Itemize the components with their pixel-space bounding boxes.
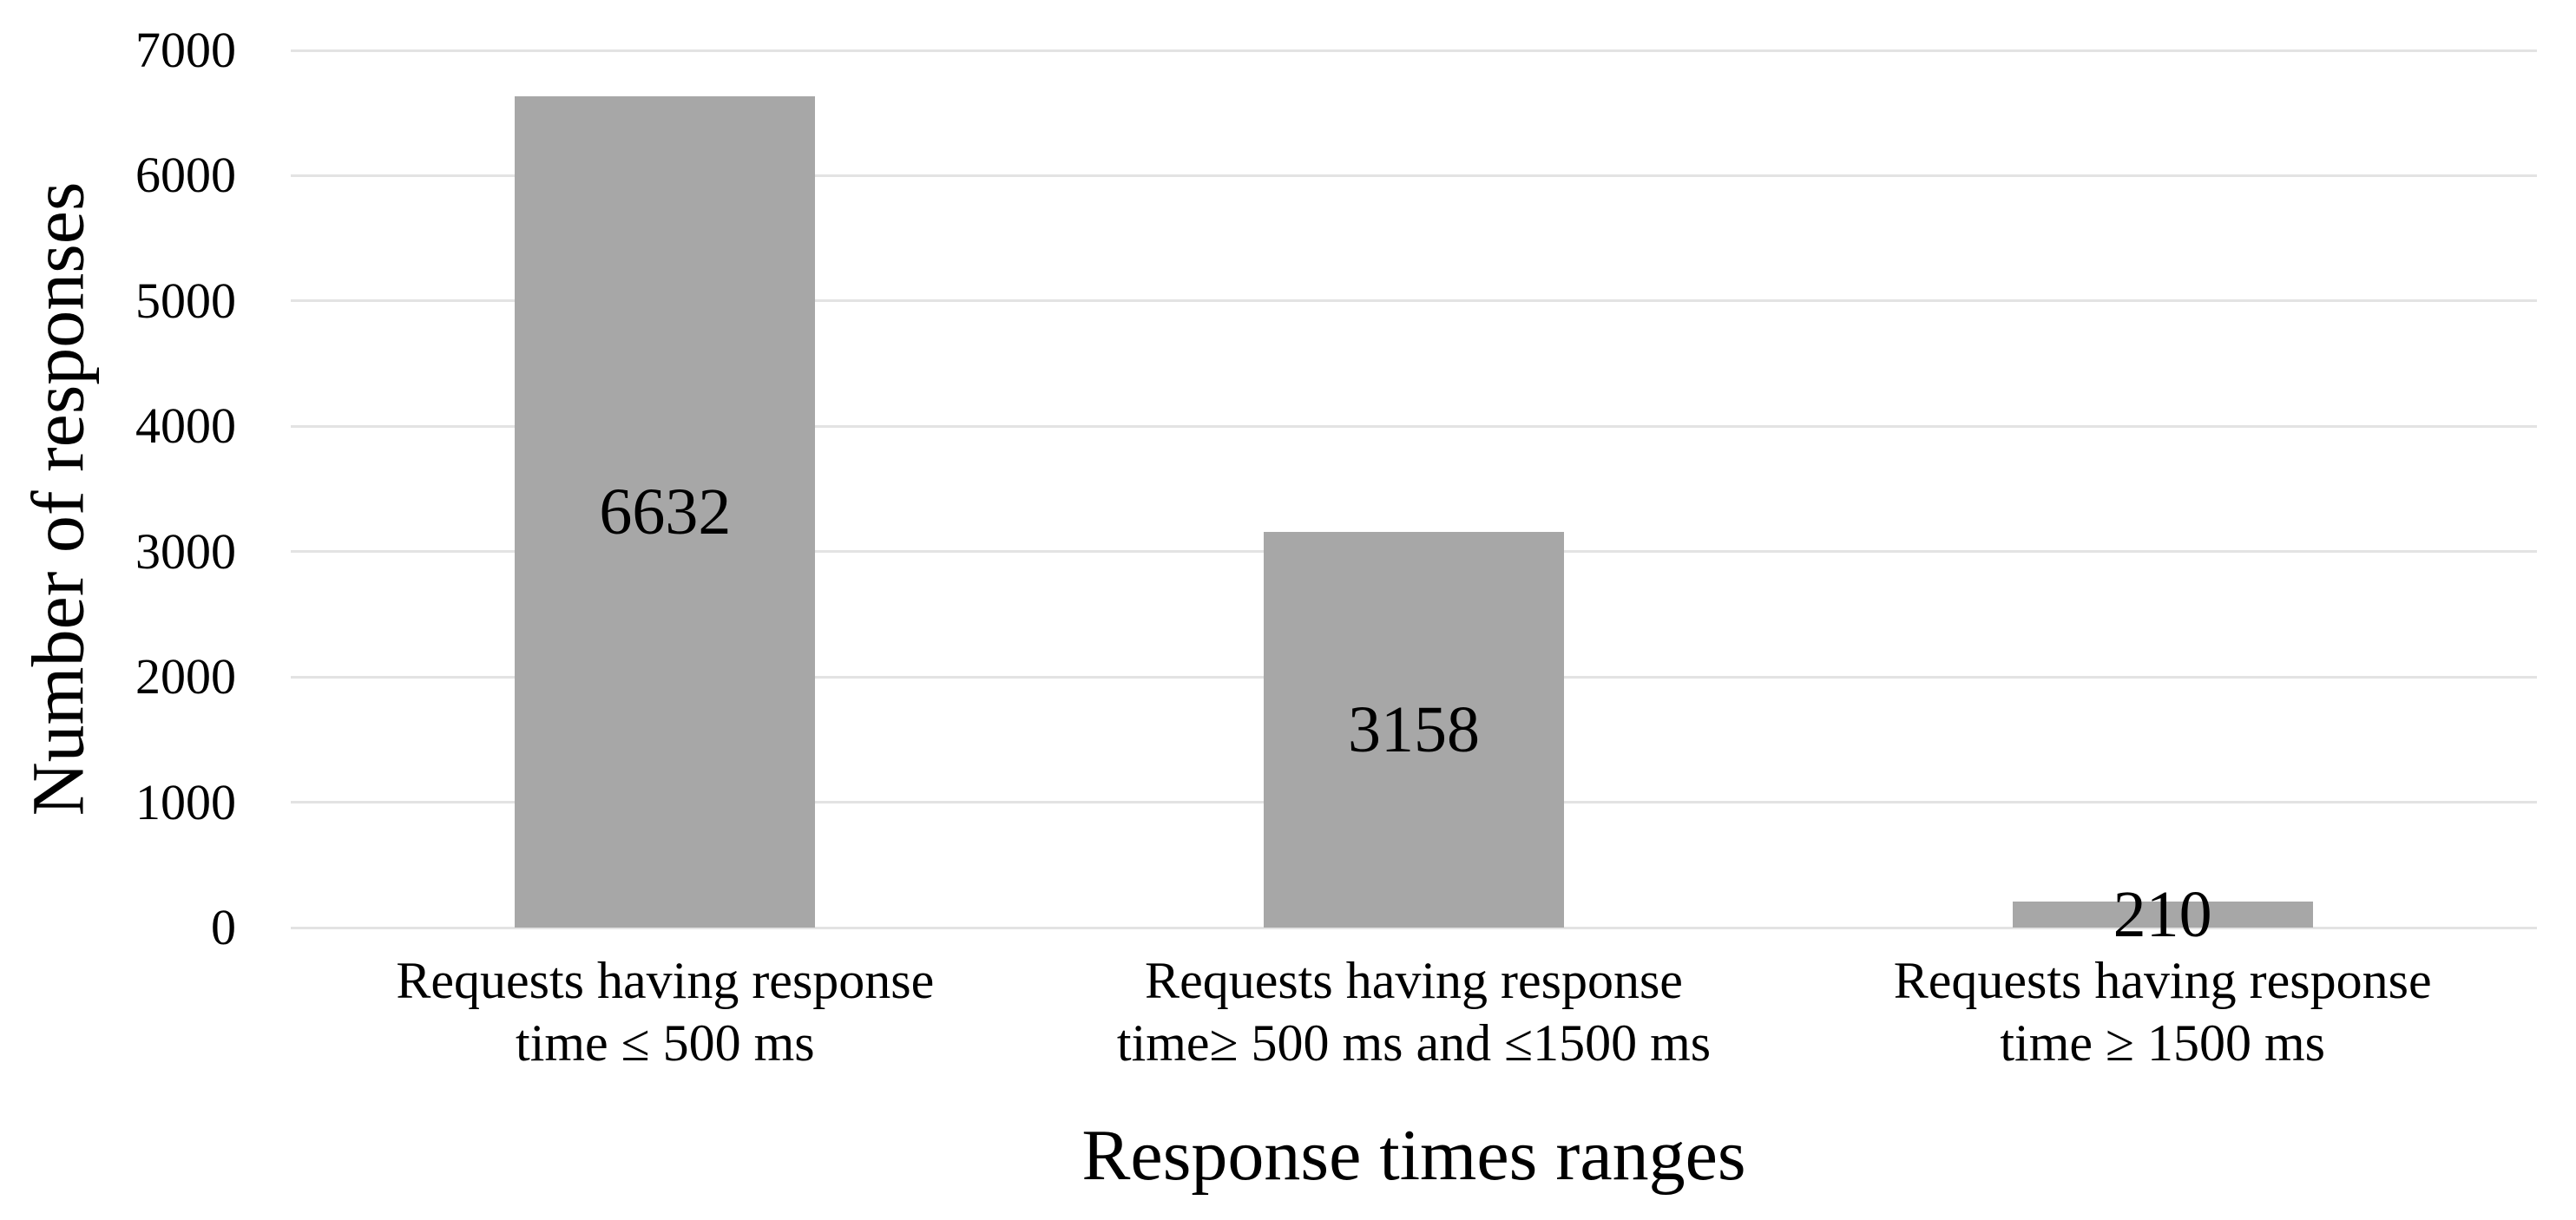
- category-label-line: Requests having response: [396, 952, 935, 1009]
- x-axis-category-labels: Requests having response time ≤ 500 ms Req…: [291, 949, 2537, 1074]
- gridline: [291, 424, 2537, 428]
- category-label: Requests having response time≥ 500 ms and…: [1040, 949, 1789, 1074]
- gridline: [291, 926, 2537, 929]
- category-label-line: Requests having response: [1893, 952, 2432, 1009]
- category-label: Requests having response time ≤ 500 ms: [291, 949, 1040, 1074]
- bar: [2012, 901, 2313, 928]
- category-label-line: time ≥ 1500 ms: [2000, 1014, 2325, 1072]
- bar-value-label: 3158: [1347, 692, 1480, 766]
- bar-value-label: 210: [2113, 877, 2212, 951]
- y-axis-tick-label: 2000: [135, 648, 236, 705]
- bar-value-label: 6632: [599, 476, 732, 549]
- category-label-line: time ≤ 500 ms: [516, 1014, 815, 1072]
- gridline: [291, 49, 2537, 52]
- category-label-line: time≥ 500 ms and ≤1500 ms: [1116, 1014, 1712, 1072]
- y-axis-tick-label: 4000: [135, 397, 236, 455]
- y-axis-tick-labels: 0 1000 2000 3000 4000 5000 6000 7000: [0, 22, 236, 955]
- bar: [1264, 531, 1564, 928]
- y-axis-title: Number of responses: [16, 181, 100, 817]
- category-label: Requests having response time ≥ 1500 ms: [1788, 949, 2537, 1074]
- x-axis-title: Response times ranges: [1081, 1115, 1746, 1196]
- gridline: [291, 174, 2537, 177]
- plot-area: 6632 3158 210: [291, 49, 2537, 951]
- y-axis-tick-label: 1000: [135, 773, 236, 830]
- y-axis-tick-label: 6000: [135, 147, 236, 204]
- y-axis-tick-label: 5000: [135, 272, 236, 329]
- bar: [515, 96, 816, 928]
- gridline: [291, 299, 2537, 303]
- y-axis-tick-label: 7000: [135, 22, 236, 78]
- category-label-line: Requests having response: [1145, 952, 1683, 1009]
- y-axis-tick-label: 3000: [135, 522, 236, 580]
- y-axis-tick-label: 0: [211, 899, 236, 955]
